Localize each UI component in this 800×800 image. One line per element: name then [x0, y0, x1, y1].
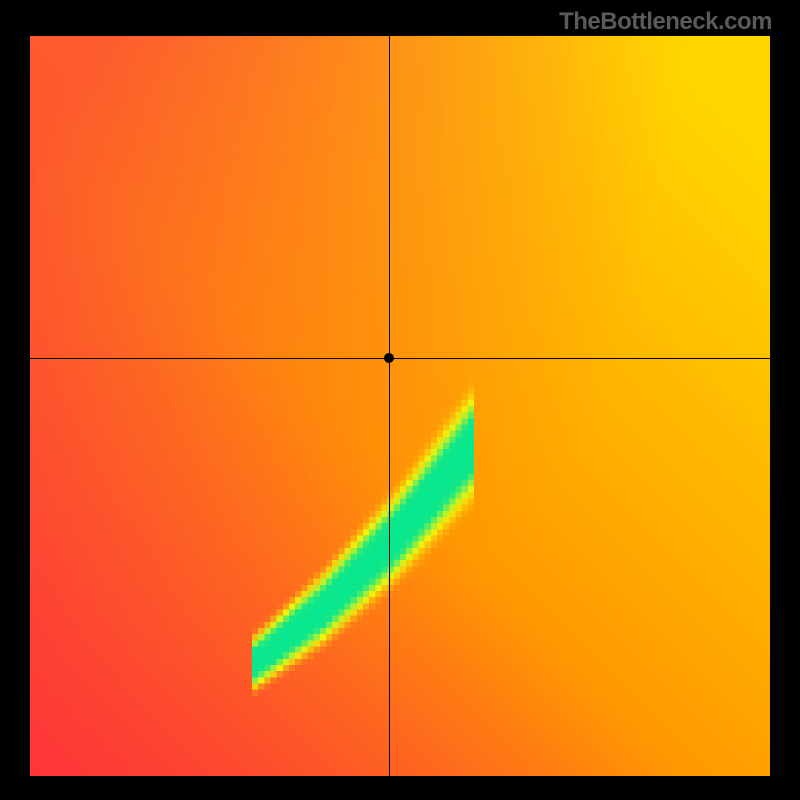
crosshair-dot — [384, 353, 394, 363]
plot-area — [30, 36, 770, 776]
chart-container: { "watermark": { "text": "TheBottleneck.… — [0, 0, 800, 800]
crosshair-vertical — [389, 36, 390, 776]
crosshair-horizontal — [30, 358, 770, 359]
heatmap-canvas — [30, 36, 770, 776]
watermark-text: TheBottleneck.com — [559, 8, 772, 36]
